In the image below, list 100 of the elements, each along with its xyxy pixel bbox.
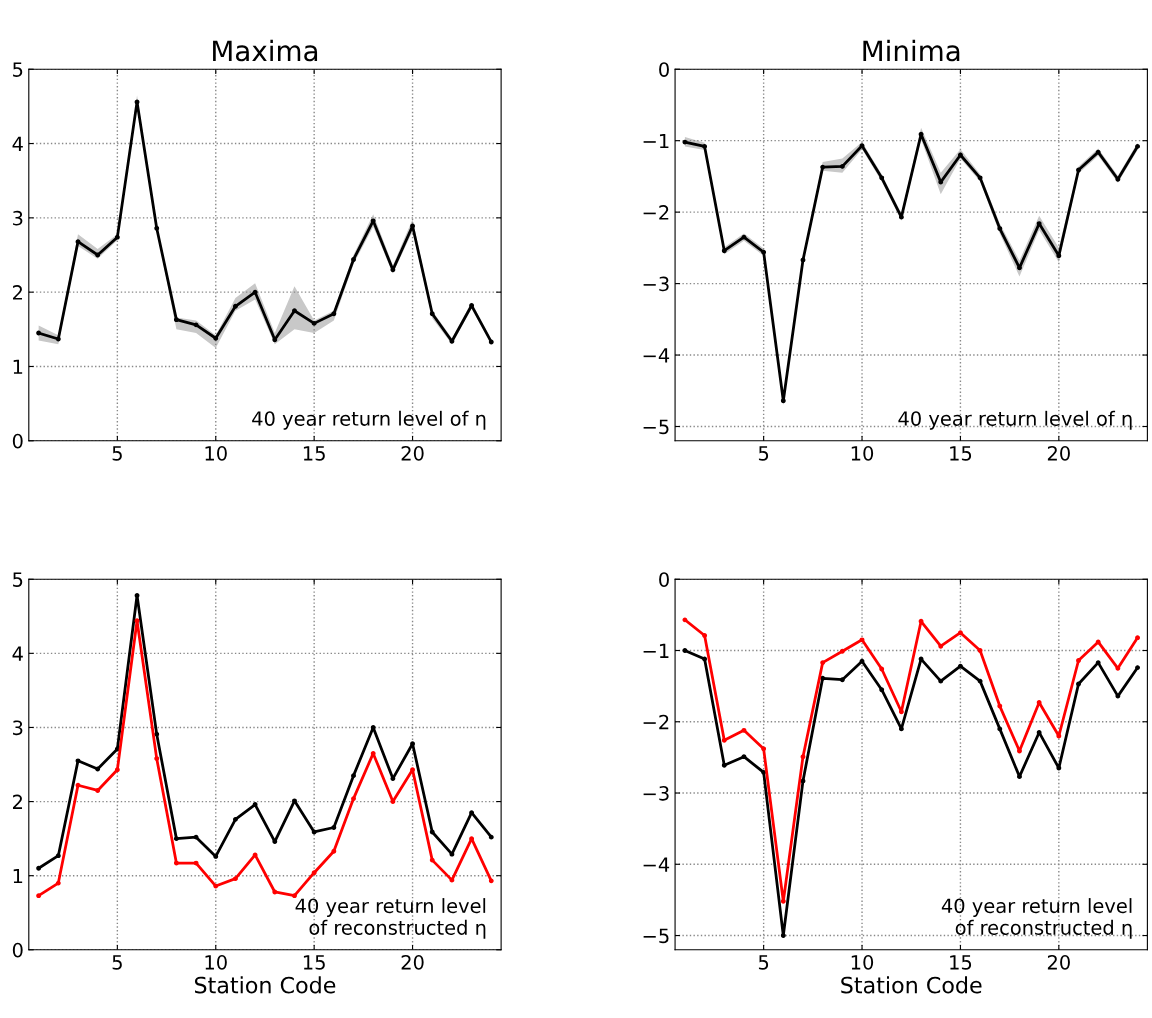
point (429, 311, 435, 317)
point (820, 164, 826, 170)
point (410, 767, 415, 773)
x-tick-label: 5 (758, 955, 769, 970)
point (721, 762, 727, 768)
x-tick-label: 10 (851, 446, 874, 461)
point (1056, 765, 1062, 771)
point (898, 214, 904, 220)
point (173, 317, 179, 323)
point (370, 750, 376, 756)
point (820, 660, 826, 666)
point (997, 703, 1003, 709)
point (370, 218, 376, 224)
y-tick-label: −3 (643, 785, 669, 801)
point (114, 767, 120, 773)
point (800, 754, 806, 760)
point (761, 769, 767, 775)
point (721, 248, 727, 254)
point (859, 637, 865, 643)
annotation: 40 year return level of η (898, 410, 1132, 430)
y-tick-label: −3 (643, 276, 669, 292)
point (1056, 733, 1062, 739)
point (154, 225, 160, 231)
point (469, 303, 475, 308)
point (55, 853, 61, 859)
point (1076, 167, 1081, 173)
point (75, 758, 81, 764)
point (75, 239, 81, 245)
point (173, 860, 179, 866)
point (780, 398, 786, 404)
point (154, 731, 160, 737)
point (1056, 253, 1062, 259)
point (292, 893, 297, 899)
point (272, 889, 278, 895)
point (351, 796, 356, 802)
point (272, 337, 278, 343)
point (1076, 681, 1081, 687)
x-tick-label: 15 (950, 955, 972, 970)
point (898, 726, 904, 732)
point (36, 865, 42, 871)
point (977, 175, 983, 181)
point (331, 311, 337, 317)
point (977, 648, 983, 653)
y-tick-label: −5 (643, 419, 669, 435)
point (1115, 176, 1121, 182)
point (780, 933, 786, 938)
point (682, 617, 688, 623)
point (36, 330, 42, 336)
point (233, 876, 238, 882)
y-tick-label: 1 (13, 359, 23, 374)
point (682, 139, 688, 145)
point (958, 630, 963, 636)
point (351, 257, 356, 262)
point (958, 663, 963, 669)
point (390, 267, 396, 273)
point (1135, 635, 1140, 641)
point (252, 802, 258, 807)
y-tick-label: 2 (12, 794, 22, 809)
point (410, 741, 415, 747)
point (1135, 665, 1140, 671)
point (1017, 774, 1022, 780)
point (761, 746, 767, 752)
point (193, 860, 199, 866)
point (1036, 221, 1042, 226)
point (839, 677, 845, 683)
x-tick-label: 20 (1047, 955, 1070, 970)
point (252, 289, 258, 295)
x-tick-label: 10 (851, 955, 874, 970)
point (958, 152, 963, 158)
point (55, 336, 61, 342)
point (702, 143, 708, 149)
y-tick-label: 0 (12, 433, 23, 449)
point (134, 99, 140, 105)
point (272, 839, 278, 845)
point (918, 656, 924, 662)
point (879, 666, 885, 672)
point (311, 870, 317, 876)
point (780, 898, 786, 904)
point (213, 883, 219, 889)
point (213, 335, 219, 341)
y-tick-label: 4 (12, 646, 23, 661)
point (193, 322, 199, 328)
point (173, 836, 179, 842)
point (95, 788, 101, 793)
point (55, 880, 61, 886)
point (938, 643, 944, 649)
point (193, 834, 199, 840)
point (721, 737, 727, 743)
point (114, 234, 120, 240)
point (449, 338, 455, 344)
point (702, 656, 708, 662)
point (1036, 730, 1042, 735)
point (741, 727, 747, 733)
x-tick-label: 10 (205, 446, 227, 461)
point (390, 799, 396, 805)
point (292, 308, 297, 314)
point (800, 257, 806, 263)
point (918, 131, 924, 137)
x-tick-label: 15 (303, 446, 325, 461)
point (331, 825, 337, 830)
